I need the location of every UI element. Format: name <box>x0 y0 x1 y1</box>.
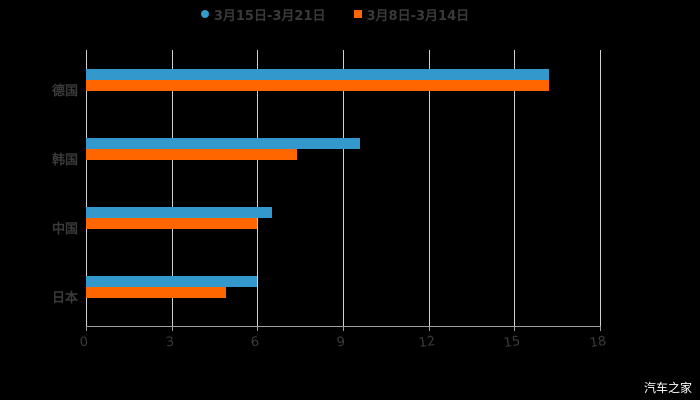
bar[interactable] <box>86 79 549 91</box>
legend-label: 3月8日-3月14日 <box>366 8 470 24</box>
legend-item-series-1[interactable]: 3月15日-3月21日 <box>200 4 326 24</box>
bar[interactable] <box>86 148 298 160</box>
watermark: 汽车之家 <box>643 381 692 395</box>
x-axis-line <box>86 326 600 327</box>
gridline <box>514 50 516 326</box>
x-axis-tick-label: 18 <box>588 333 608 352</box>
x-axis-tick-label: 15 <box>503 333 522 352</box>
gridline <box>600 50 601 326</box>
x-axis-tick <box>514 326 516 331</box>
bar[interactable] <box>86 68 549 80</box>
gridline <box>428 50 430 326</box>
gridline <box>343 50 344 326</box>
bar[interactable] <box>86 206 272 218</box>
x-axis-tick <box>600 326 601 331</box>
category-label: 日本 <box>51 290 78 306</box>
bar[interactable] <box>86 275 258 287</box>
x-axis-tick-label: 6 <box>250 334 261 351</box>
bar[interactable] <box>86 217 258 229</box>
x-axis-tick-label: 9 <box>335 334 347 351</box>
x-axis-tick <box>257 326 259 331</box>
x-axis-tick <box>171 326 173 331</box>
series-1-marker-icon <box>200 10 209 18</box>
x-axis-tick-label: 0 <box>78 334 90 351</box>
category-label: 德国 <box>51 83 78 99</box>
legend-item-series-2[interactable]: 3月8日-3月14日 <box>353 4 470 24</box>
gridline <box>171 50 173 326</box>
chart-legend: 3月15日-3月21日 3月8日-3月14日 <box>0 4 700 24</box>
gridline <box>257 50 259 326</box>
x-axis-tick <box>428 326 430 331</box>
category-label: 韩国 <box>51 152 78 168</box>
x-axis-tick <box>343 326 344 331</box>
legend-label: 3月15日-3月21日 <box>213 8 326 24</box>
x-axis-tick-label: 3 <box>164 334 175 351</box>
series-2-marker-icon <box>353 10 362 18</box>
x-axis-tick <box>86 326 87 331</box>
bar[interactable] <box>86 137 361 149</box>
gridline <box>86 50 87 326</box>
category-label: 中国 <box>51 221 78 237</box>
bar[interactable] <box>86 286 226 298</box>
x-axis-tick-label: 12 <box>417 333 436 352</box>
